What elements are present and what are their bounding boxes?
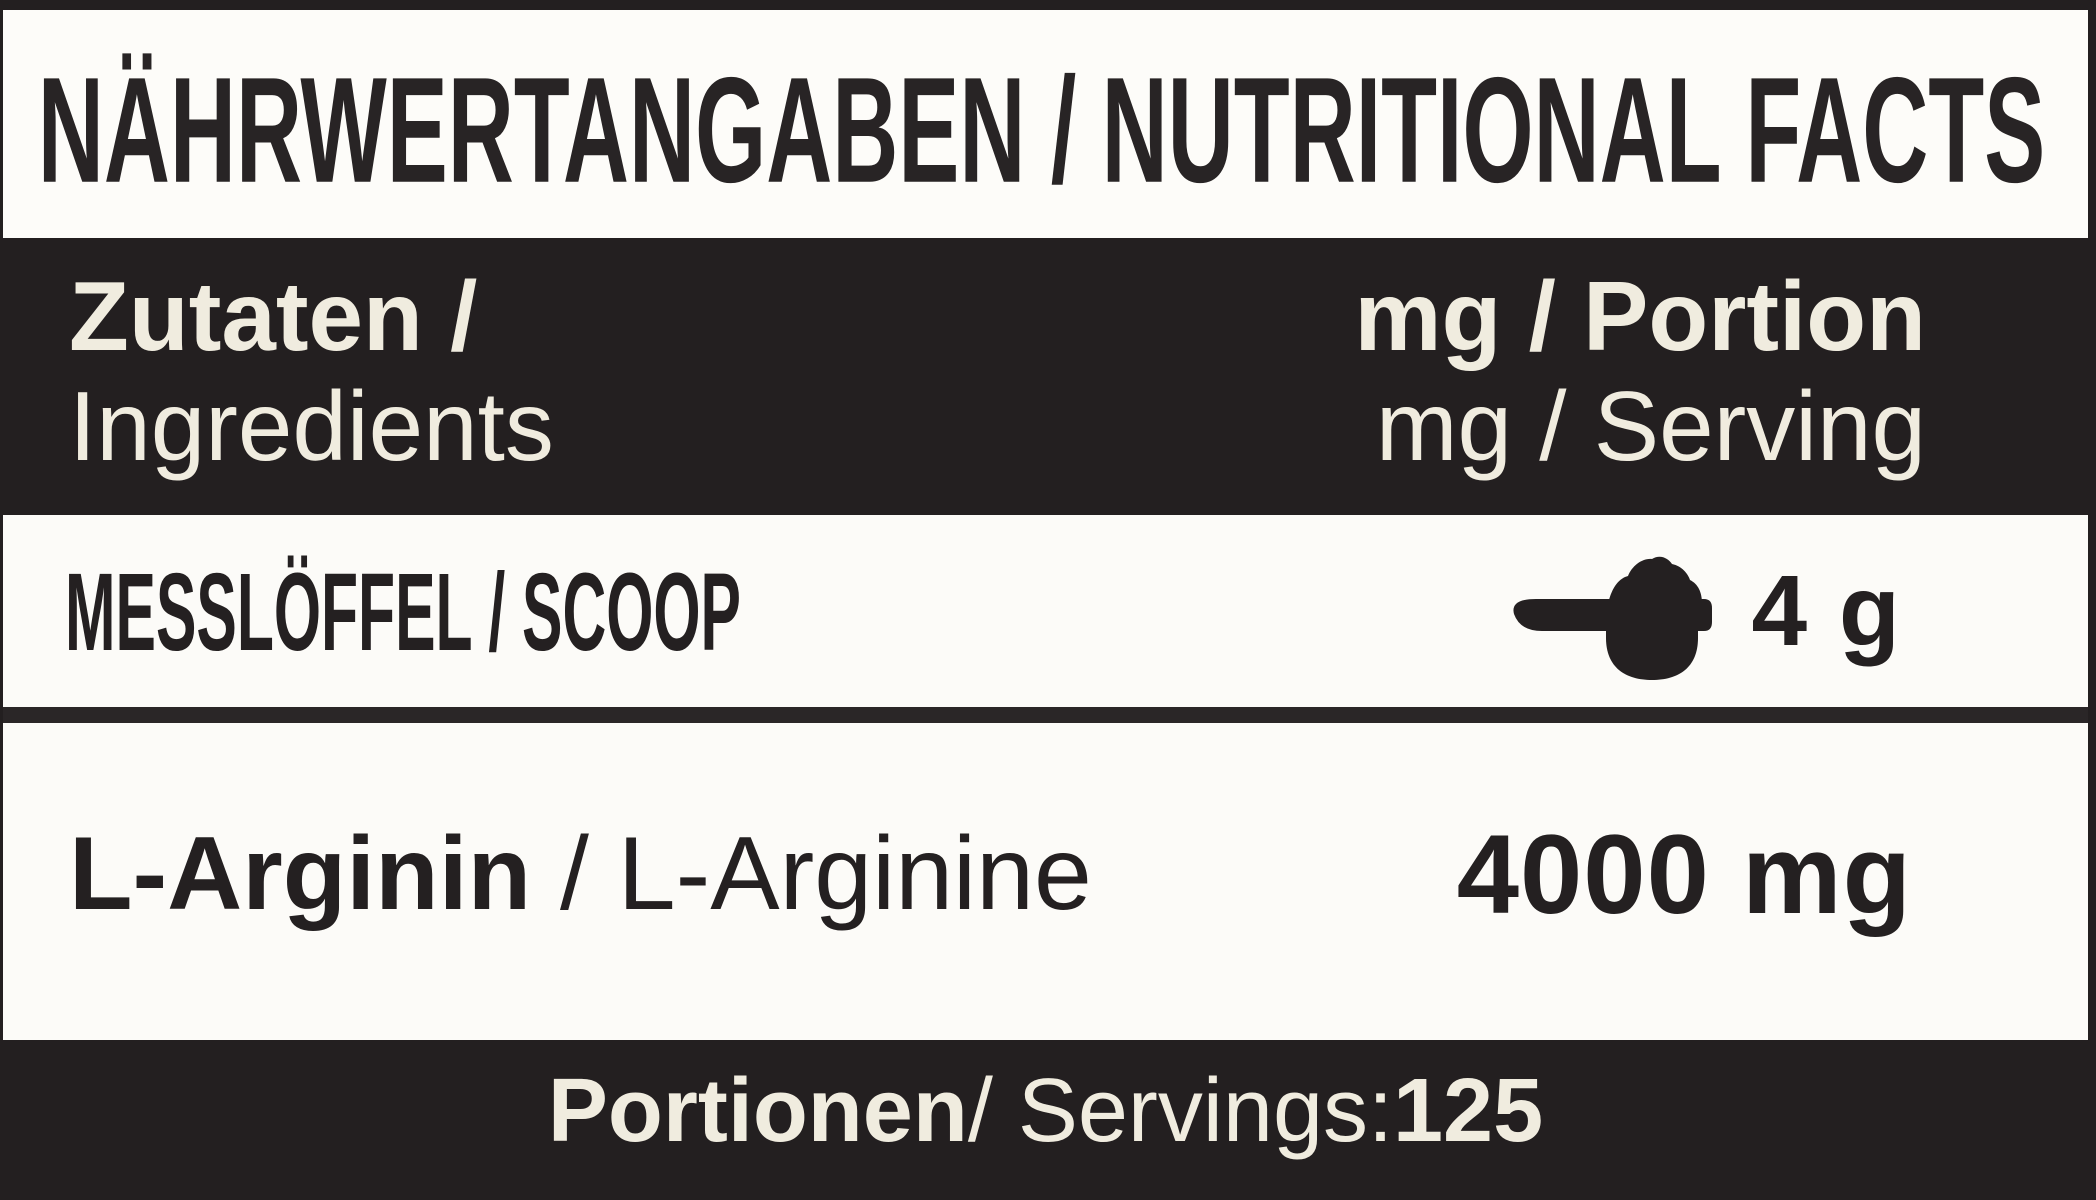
ingredient-row: L-Arginin / L-Arginine 4000 mg bbox=[3, 723, 2088, 1040]
scoop-row-label: MESSLÖFFEL / SCOOP bbox=[65, 551, 741, 674]
scoop-icon bbox=[1512, 556, 1712, 680]
scoop-row-label-svg: MESSLÖFFEL / SCOOP bbox=[65, 551, 741, 674]
servings-count: 125 bbox=[1393, 1060, 1544, 1161]
servings-footer: Portionen / Servings: 125 bbox=[3, 1040, 2088, 1200]
amount-label-de: mg / Portion bbox=[1354, 260, 1926, 371]
title-band: NÄHRWERTANGABEN / NUTRITIONAL FACTS bbox=[3, 10, 2088, 238]
ingredient-name: L-Arginin / L-Arginine bbox=[69, 815, 1092, 934]
scoop-amount-value: 4 g bbox=[1751, 554, 1902, 667]
scoop-row: MESSLÖFFEL / SCOOP 4 g bbox=[3, 515, 2088, 707]
scoop-value-group: 4 g bbox=[1502, 515, 1902, 707]
divider-line bbox=[3, 707, 2088, 723]
ingredients-column-header: Zutaten / Ingredients bbox=[69, 260, 554, 482]
ingredient-name-en: L-Arginine bbox=[617, 816, 1092, 932]
ingredients-label-en: Ingredients bbox=[69, 370, 554, 481]
ingredient-name-separator: / bbox=[531, 816, 618, 932]
table-header-band: Zutaten / Ingredients mg / Portion mg / … bbox=[3, 238, 2088, 515]
ingredients-label-de: Zutaten / bbox=[69, 260, 478, 371]
ingredient-amount-value: 4000 mg bbox=[1456, 812, 1912, 937]
amount-column-header: mg / Portion mg / Serving bbox=[1354, 260, 1926, 482]
servings-label-en: / Servings: bbox=[967, 1060, 1393, 1161]
title-condensed-text-svg: NÄHRWERTANGABEN / NUTRITIONAL FACTS bbox=[38, 46, 2045, 214]
amount-label-en: mg / Serving bbox=[1375, 370, 1926, 481]
ingredient-name-de: L-Arginin bbox=[69, 816, 532, 932]
servings-label-de: Portionen bbox=[547, 1060, 968, 1161]
page-title: NÄHRWERTANGABEN / NUTRITIONAL FACTS bbox=[38, 46, 2045, 214]
